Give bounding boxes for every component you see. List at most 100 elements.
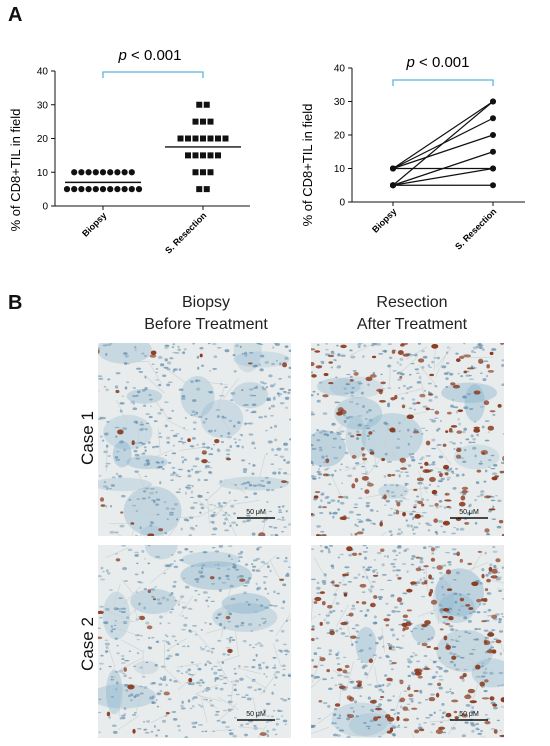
- data-point: [78, 186, 85, 193]
- dot-plot-chart: % of CD8+TIL in field 0 10 20 30 40 Biopsy S.…: [8, 47, 250, 256]
- paired-line-chart: % of CD8+TIL in field 0 10 20 30 40 Biopsy S.…: [300, 54, 525, 252]
- data-point: [192, 169, 199, 176]
- data-point: [135, 186, 143, 193]
- data-point: [490, 115, 496, 122]
- x-axis: Biopsy S. Resection: [55, 205, 250, 256]
- data-point: [99, 186, 107, 193]
- data-point: [490, 165, 496, 172]
- bracket-line: [102, 71, 204, 78]
- data-point: [215, 135, 221, 142]
- x-axis: Biopsy S. Resection: [352, 201, 525, 252]
- panel-label-a: A: [8, 4, 23, 26]
- y-tick-label: 0: [42, 202, 48, 213]
- data-point: [85, 186, 92, 193]
- data-point: [490, 148, 496, 155]
- panel-label-b: B: [8, 292, 23, 314]
- data-point: [200, 118, 206, 125]
- data-point: [128, 169, 135, 176]
- x-tick-label: S. Resection: [453, 206, 498, 251]
- data-point: [215, 152, 221, 159]
- data-point: [185, 152, 191, 159]
- pair-line: [392, 101, 494, 169]
- data-point: [114, 186, 121, 193]
- y-tick-label: 0: [339, 198, 345, 209]
- data-point: [92, 169, 99, 176]
- p-symbol: p: [118, 47, 127, 64]
- y-tick-label: 40: [334, 64, 346, 75]
- x-tick-label: Biopsy: [370, 206, 398, 234]
- p-value-annotation: p < 0.001: [118, 47, 182, 64]
- data-point: [222, 135, 229, 142]
- tissue-texture: [311, 545, 504, 738]
- p-value-text: < 0.001: [415, 54, 470, 71]
- pair-line: [392, 167, 494, 186]
- x-tick-label: Biopsy: [80, 210, 108, 238]
- y-tick-label: 10: [334, 164, 346, 175]
- pair-line: [392, 101, 494, 186]
- data-point: [207, 135, 214, 142]
- y-axis-label: % of CD8+TIL in field: [300, 104, 315, 227]
- data-point: [78, 169, 85, 176]
- y-tick-label: 20: [37, 134, 49, 145]
- y-tick-label: 40: [37, 67, 49, 78]
- tissue-texture: [311, 343, 504, 536]
- cd8-positive-cells: [311, 546, 504, 738]
- cd8-positive-cells: [98, 558, 285, 736]
- data-point: [200, 135, 206, 142]
- y-tick-label: 20: [334, 131, 346, 142]
- y-tick-label: 10: [37, 168, 49, 179]
- column-header-resection: Resection After Treatment: [312, 292, 512, 336]
- y-axis-label: % of CD8+TIL in field: [8, 109, 23, 232]
- data-point: [128, 186, 135, 193]
- row-label-case-2: Case 2: [78, 617, 97, 671]
- y-tick-label: 30: [37, 100, 49, 111]
- data-point: [200, 169, 206, 176]
- data-point: [192, 135, 199, 142]
- row-label-case-1: Case 1: [78, 411, 97, 465]
- data-point: [192, 118, 199, 125]
- y-axis: 0 10 20 30 40: [37, 67, 56, 213]
- data-point: [207, 118, 214, 125]
- data-point: [490, 182, 496, 189]
- data-point: [203, 186, 210, 193]
- data-point: [185, 135, 191, 142]
- data-point: [71, 169, 78, 176]
- cd8-positive-cells: [98, 349, 288, 536]
- data-point: [85, 169, 92, 176]
- cd8-positive-cells: [311, 343, 504, 536]
- data-point: [107, 186, 114, 193]
- data-point: [207, 152, 214, 159]
- data-point: [490, 132, 496, 138]
- data-point: [177, 135, 184, 142]
- scale-bar: 50 μM: [237, 711, 275, 721]
- y-axis: 0 10 20 30 40: [334, 64, 353, 209]
- x-tick-label: S. Resection: [163, 210, 208, 255]
- data-point: [203, 101, 210, 108]
- scale-bar-label: 50 μM: [459, 509, 479, 516]
- data-point: [192, 152, 199, 159]
- scale-bar: 50 μM: [237, 509, 275, 519]
- data-point: [121, 186, 128, 193]
- data-point: [114, 169, 121, 176]
- bracket-line: [392, 79, 494, 86]
- data-point: [63, 186, 71, 193]
- data-point: [107, 169, 114, 176]
- y-tick-label: 30: [334, 97, 346, 108]
- data-point: [390, 182, 396, 189]
- data-points: [63, 101, 229, 193]
- tissue-texture: [98, 545, 291, 738]
- scale-bar: 50 μM: [450, 509, 488, 519]
- data-point: [200, 152, 206, 159]
- significance-bracket: [392, 79, 494, 86]
- p-value-annotation: p < 0.001: [406, 54, 470, 71]
- scale-bar-label: 50 μM: [246, 509, 266, 516]
- column-header-line1: Resection: [376, 294, 448, 311]
- p-value-text: < 0.001: [127, 47, 182, 64]
- data-point: [71, 186, 78, 193]
- p-symbol: p: [406, 54, 415, 71]
- paired-lines: [390, 98, 496, 189]
- column-header-line2: Before Treatment: [144, 316, 268, 333]
- scale-bar-label: 50 μM: [246, 711, 266, 718]
- data-point: [121, 169, 128, 176]
- data-point: [92, 186, 99, 193]
